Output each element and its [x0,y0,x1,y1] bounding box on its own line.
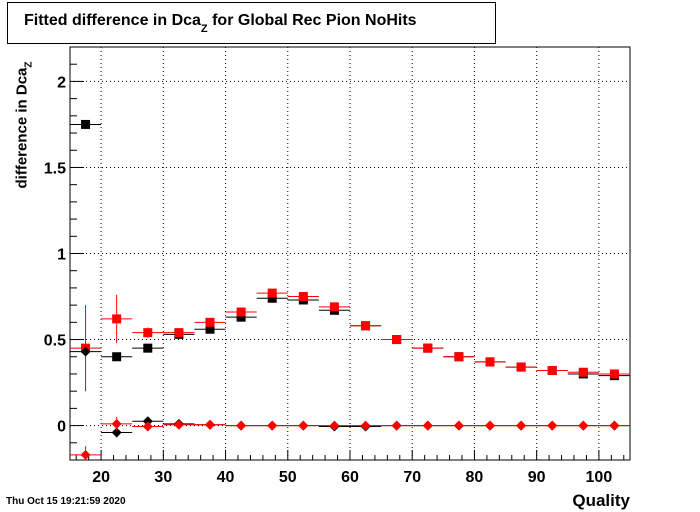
data-point-diamond [422,420,433,431]
data-point-square [236,312,246,322]
data-point-square [329,302,339,312]
x-tick-label: 100 [586,469,613,486]
data-point-diamond [142,416,153,427]
data-point-diamond [80,346,91,357]
chart-title: Fitted difference in DcaZ for Global Rec… [24,12,417,35]
y-axis-label-main: difference in Dca [13,67,31,189]
y-axis-label: difference in DcaZ [14,62,35,189]
data-point-diamond [609,420,620,431]
data-point-diamond [142,421,153,432]
data-point-diamond [547,420,558,431]
data-point-square [143,328,153,338]
y-tick-label: 0 [57,419,66,436]
data-point-square [112,314,122,324]
data-points [70,119,630,460]
data-point-diamond [485,420,495,431]
y-tick-label: 0.5 [44,333,66,350]
data-point-diamond [111,418,122,429]
data-point-square [361,321,371,331]
data-point-diamond [80,449,91,460]
data-point-square [298,292,308,302]
x-tick-label: 40 [217,469,235,486]
x-tick-label: 50 [279,469,297,486]
data-point-diamond [267,420,278,431]
data-point-square [423,343,433,353]
data-point-diamond [360,420,371,431]
tick-labels: 20 30 40 50 60 70 80 90 100 0 0.5 1 1.5 2 [44,74,613,486]
data-point-diamond [205,419,215,430]
y-tick-label: 1 [57,247,66,264]
timestamp: Thu Oct 15 19:21:59 2020 [6,496,126,507]
data-point-square [267,288,277,298]
data-point-square [236,307,246,317]
x-tick-label: 80 [466,469,484,486]
y-axis-label-subscript: Z [23,61,35,68]
title-box: Fitted difference in DcaZ for Global Rec… [7,2,496,44]
chart-title-subscript: Z [200,23,208,35]
data-point-diamond [173,419,184,430]
x-tick-label: 30 [154,469,172,486]
chart-title-main: Fitted difference in Dca [24,12,201,29]
data-point-square [578,367,588,377]
data-point-square [174,328,184,338]
data-point-diamond [329,420,340,431]
data-point-square [392,335,402,345]
x-tick-label: 60 [341,469,359,486]
data-point-diamond [453,420,464,431]
data-point-square [516,362,526,372]
chart-title-rest: for Global Rec Pion NoHits [207,12,417,29]
data-point-square [609,369,619,379]
data-point-square [267,293,277,303]
data-point-diamond [391,420,402,431]
x-axis-label: Quality [572,491,630,510]
x-tick-label: 70 [403,469,421,486]
data-point-diamond [111,427,122,438]
grid-lines [70,47,630,460]
data-point-diamond [516,420,527,431]
y-tick-label: 1.5 [44,160,66,177]
data-point-square [205,324,215,334]
data-point-square [485,357,495,367]
data-point-square [81,119,91,129]
data-point-diamond [298,420,309,431]
data-point-square [547,366,557,376]
x-tick-label: 90 [528,469,546,486]
y-tick-label: 2 [57,74,66,91]
data-point-diamond [236,420,247,431]
data-point-square [454,352,464,362]
x-tick-label: 20 [92,469,110,486]
data-point-square [143,343,153,353]
data-point-square [112,352,122,362]
data-point-square [205,317,215,327]
data-point-diamond [578,420,589,431]
